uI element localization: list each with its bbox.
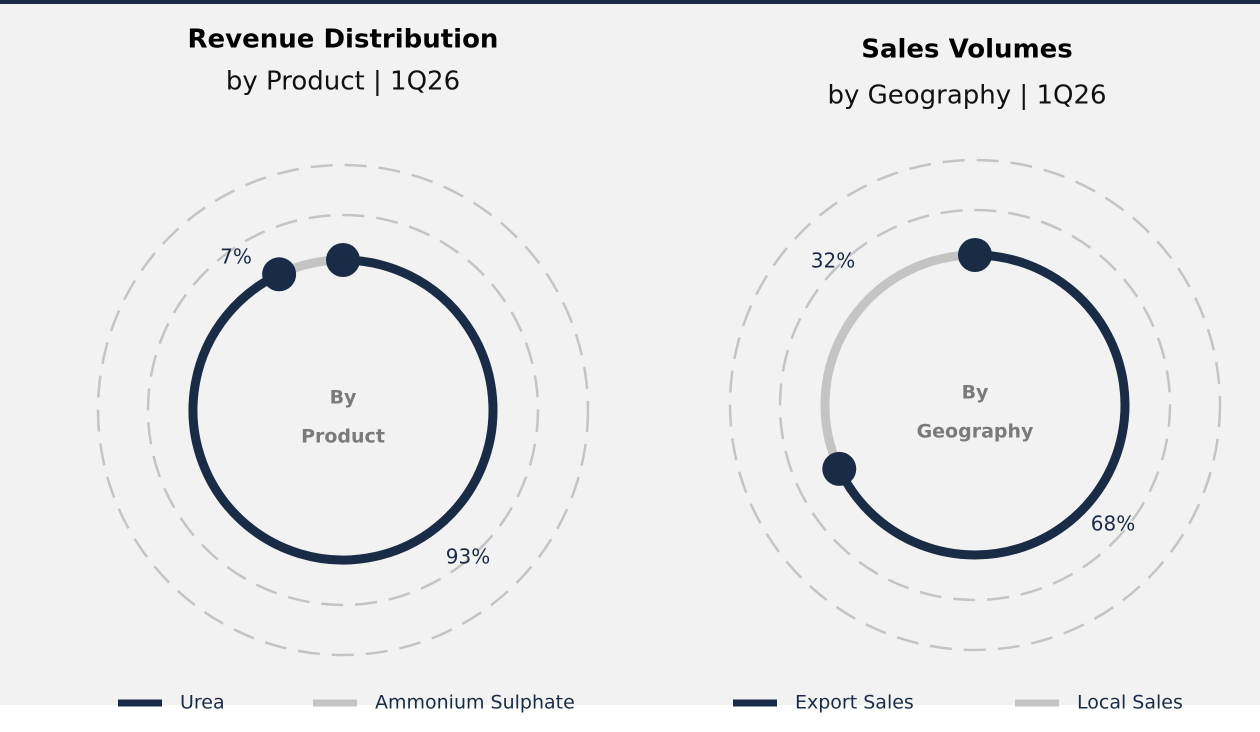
dashed-ring xyxy=(96,163,590,657)
chart-title: Revenue Distribution xyxy=(188,25,499,55)
legend-label: Export Sales xyxy=(795,692,914,714)
legend-label: Urea xyxy=(180,692,225,714)
center-label: Product xyxy=(301,426,385,448)
center-label: By xyxy=(330,387,357,409)
dashed-ring xyxy=(146,213,540,607)
chart-subtitle: by Geography | 1Q26 xyxy=(827,81,1106,111)
dashed-ring xyxy=(778,208,1172,602)
ring-segment xyxy=(835,250,1130,560)
ring-dot xyxy=(326,243,360,277)
value-label: 32% xyxy=(811,249,855,273)
ring-dot xyxy=(958,238,992,272)
legend-label: Ammonium Sulphate xyxy=(375,692,575,714)
center-label: By xyxy=(962,382,989,404)
panel xyxy=(0,0,1260,705)
value-label: 7% xyxy=(220,245,252,269)
ring-segment xyxy=(188,255,498,565)
ring-dot xyxy=(262,257,297,292)
ring-segment xyxy=(820,250,976,471)
value-label: 68% xyxy=(1091,512,1135,536)
chart-subtitle: by Product | 1Q26 xyxy=(226,67,460,97)
dashed-ring xyxy=(728,158,1222,652)
center-label: Geography xyxy=(917,421,1034,443)
chart-title: Sales Volumes xyxy=(861,35,1073,65)
legend-label: Local Sales xyxy=(1077,692,1183,714)
ring-dot xyxy=(822,451,857,486)
value-label: 93% xyxy=(446,545,490,569)
top-border xyxy=(0,0,1260,4)
